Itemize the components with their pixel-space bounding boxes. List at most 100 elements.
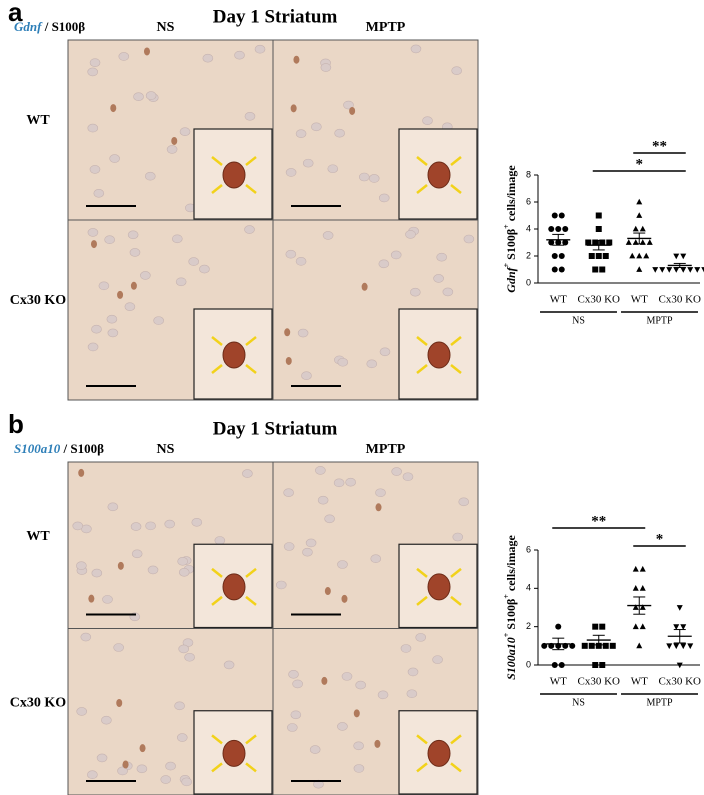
y-tick-label: 8 <box>526 169 531 179</box>
data-point <box>602 253 609 259</box>
arrow <box>416 184 428 194</box>
arrow <box>450 184 462 194</box>
arrow <box>245 184 257 194</box>
nucleus <box>184 652 195 662</box>
nucleus <box>87 67 98 77</box>
y-label-sup: + <box>502 262 511 267</box>
nucleus <box>327 164 339 174</box>
x-tick-label: WT <box>550 294 567 306</box>
y-label-rest: cells/image <box>504 165 518 225</box>
nucleus <box>87 342 99 352</box>
y-label-marker: S100β <box>504 229 518 263</box>
significance-label: * <box>656 531 664 547</box>
data-point <box>548 226 555 232</box>
data-point <box>588 642 595 649</box>
inset <box>193 543 273 629</box>
nucleus <box>295 257 307 266</box>
x-tick-label: Cx30 KO <box>578 676 621 688</box>
arrow <box>245 364 257 374</box>
nucleus <box>410 44 422 54</box>
panel-letter: b <box>8 409 24 439</box>
nucleus <box>244 112 256 121</box>
nucleus <box>145 91 157 100</box>
y-axis-label: Gdnf+ S100β+ cells/image <box>502 165 518 293</box>
column-label: MPTP <box>366 442 406 457</box>
y-tick-label: 0 <box>526 277 531 287</box>
data-point <box>555 226 562 232</box>
nucleus <box>302 547 313 557</box>
nucleus <box>102 595 113 604</box>
data-point <box>639 225 646 232</box>
x-tick-label: WT <box>550 676 567 688</box>
stained-cell <box>117 290 124 299</box>
inset-cell <box>222 161 246 189</box>
arrow <box>450 762 462 773</box>
nucleus <box>337 722 348 731</box>
inset-cell <box>222 739 246 767</box>
data-point <box>676 605 683 611</box>
data-point <box>599 266 606 273</box>
row-label: WT <box>26 113 50 128</box>
arrow <box>211 595 223 606</box>
y-tick-label: 0 <box>526 659 531 669</box>
nucleus <box>343 100 354 110</box>
stained-cell <box>122 760 129 769</box>
y-tick-label: 6 <box>526 544 531 554</box>
arrow <box>416 595 428 606</box>
y-tick-label: 2 <box>526 621 531 631</box>
data-point <box>599 623 606 630</box>
nucleus <box>147 565 159 575</box>
nucleus <box>311 122 322 132</box>
nucleus <box>153 316 164 325</box>
data-point <box>592 623 599 630</box>
nucleus <box>334 128 345 138</box>
nucleus <box>288 669 299 679</box>
stained-cell <box>284 328 291 337</box>
data-point <box>629 252 636 259</box>
nucleus <box>315 466 326 475</box>
inset-cell <box>222 573 246 601</box>
nucleus <box>301 371 312 381</box>
nucleus <box>391 467 402 476</box>
nucleus <box>377 690 389 700</box>
arrow <box>211 567 223 578</box>
data-point <box>632 225 639 232</box>
stained-cell <box>285 356 292 365</box>
nucleus <box>333 478 345 488</box>
nucleus <box>370 554 382 564</box>
group-label: MPTP <box>646 697 673 708</box>
data-point <box>632 565 639 572</box>
nucleus <box>309 745 321 754</box>
y-label-rest: cells/image <box>504 534 518 594</box>
nucleus <box>129 248 141 257</box>
data-point <box>673 253 680 260</box>
data-point <box>541 642 548 649</box>
nucleus <box>179 127 191 137</box>
data-point <box>639 565 646 572</box>
arrow <box>416 156 428 166</box>
data-point <box>701 267 704 273</box>
data-point <box>680 643 687 650</box>
panel-title: Day 1 Striatum <box>213 6 338 27</box>
nucleus <box>324 514 335 524</box>
y-label-sup: + <box>502 594 511 599</box>
nucleus <box>433 274 444 283</box>
nucleus <box>87 123 99 133</box>
stained-cell <box>110 104 117 113</box>
significance-label: ** <box>652 138 667 154</box>
y-axis-label: S100a10+ S100β+ cells/image <box>502 534 518 679</box>
nucleus <box>378 193 390 203</box>
nucleus <box>118 52 130 61</box>
data-point <box>636 212 643 218</box>
nucleus <box>283 542 295 551</box>
data-point <box>632 585 639 591</box>
arrow <box>450 567 462 578</box>
data-point <box>581 642 588 649</box>
nucleus <box>89 165 101 174</box>
stained-cell <box>130 281 137 290</box>
group-label: NS <box>572 315 585 326</box>
data-point <box>666 267 673 273</box>
nucleus <box>297 328 309 338</box>
data-point <box>636 642 643 649</box>
y-tick-label: 4 <box>526 583 531 593</box>
